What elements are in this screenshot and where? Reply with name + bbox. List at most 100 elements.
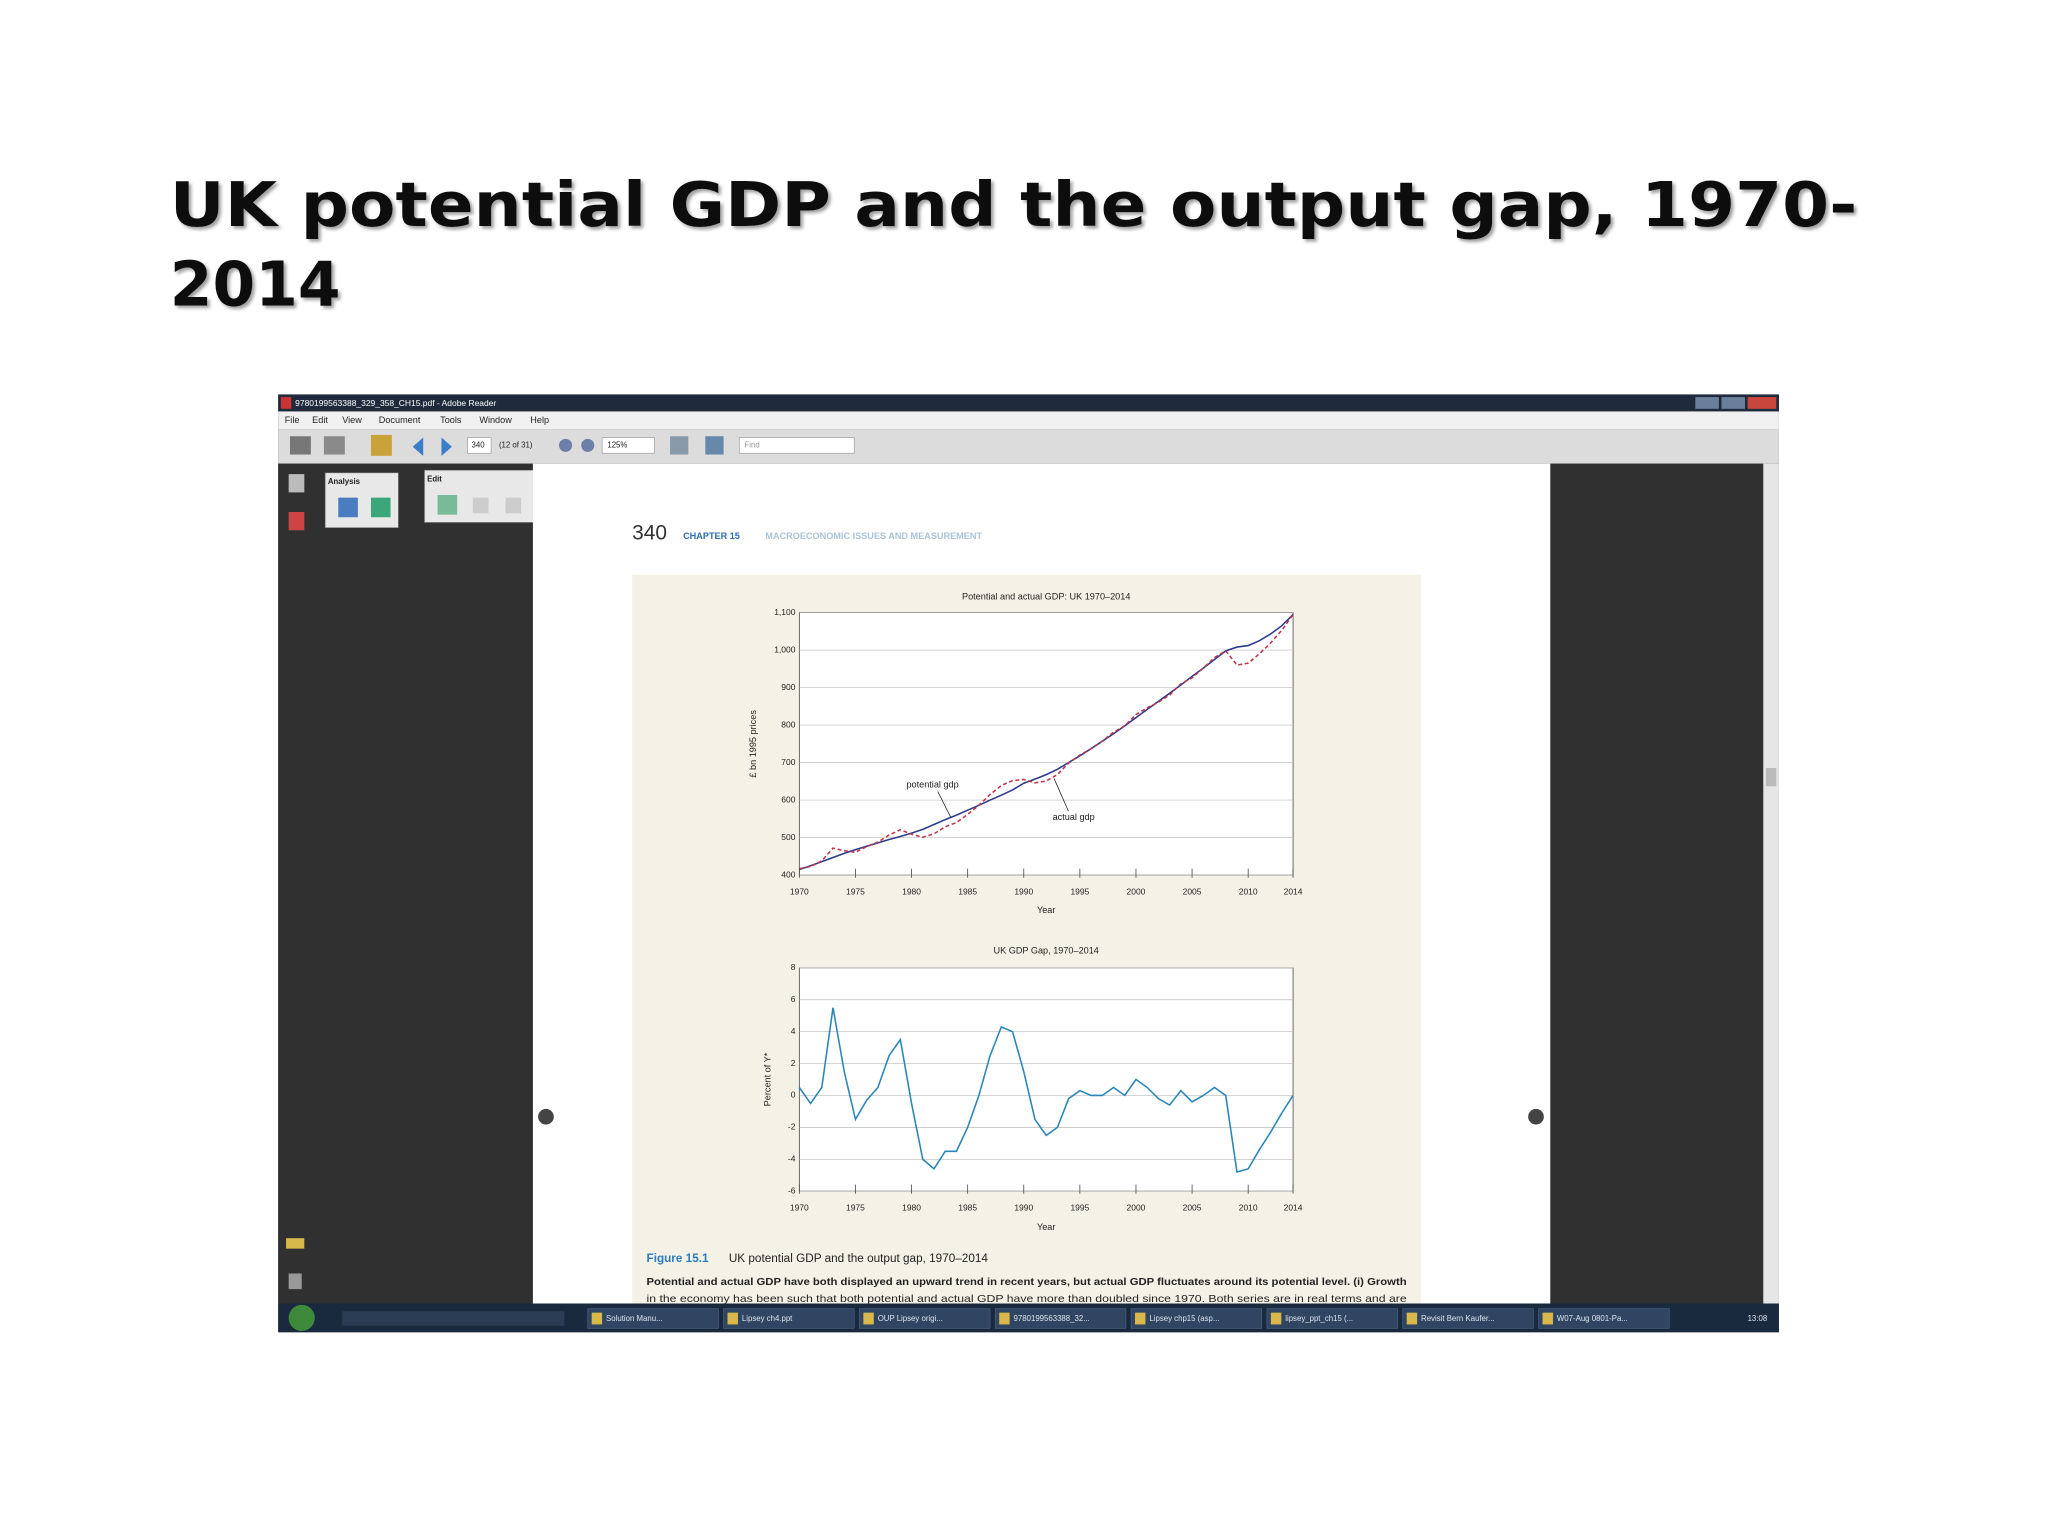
comment-icon[interactable] bbox=[286, 1238, 305, 1249]
edit-tool[interactable] bbox=[472, 497, 489, 514]
y-tick-label: 400 bbox=[781, 869, 795, 879]
menu-item[interactable]: File bbox=[285, 415, 300, 425]
y-tick-label: 500 bbox=[781, 832, 795, 842]
edit-tool[interactable] bbox=[437, 495, 458, 515]
taskbar-label: 9780199563388_32... bbox=[1014, 1314, 1090, 1323]
x-tick-label: 1990 bbox=[1014, 1202, 1033, 1212]
data-line bbox=[799, 613, 1294, 871]
taskbar-icon bbox=[1542, 1312, 1553, 1325]
app-icon bbox=[280, 397, 292, 409]
y-tick-label: 8 bbox=[791, 962, 796, 972]
x-tick-label: 1980 bbox=[902, 886, 921, 896]
x-tick-label: 1975 bbox=[846, 1202, 865, 1212]
find-field[interactable]: Find bbox=[744, 440, 759, 449]
taskbar-icon bbox=[1270, 1312, 1282, 1325]
menu-item[interactable]: Edit bbox=[312, 415, 328, 425]
figure-title: UK potential GDP and the output gap, 197… bbox=[729, 1252, 989, 1265]
panel-title: Analysis bbox=[328, 477, 361, 486]
plot-area bbox=[798, 612, 1294, 876]
taskbar-icon bbox=[863, 1312, 874, 1325]
title-bar bbox=[278, 394, 1779, 412]
y-tick-label: 900 bbox=[781, 682, 795, 692]
maximize-button[interactable] bbox=[1721, 397, 1745, 409]
y-tick-label: 1,100 bbox=[774, 607, 795, 617]
annotation-arrow bbox=[1053, 778, 1069, 812]
clip-icon[interactable] bbox=[288, 1273, 302, 1290]
taskbar-button[interactable] bbox=[1402, 1308, 1534, 1329]
caption-line: in the economy has been such that both p… bbox=[647, 1294, 1407, 1305]
annotation-arrow bbox=[937, 791, 952, 818]
taskbar-label: Solution Manu... bbox=[606, 1314, 663, 1323]
zoom-in[interactable] bbox=[581, 438, 595, 452]
close-button[interactable] bbox=[1747, 397, 1777, 409]
y-tick-label: 800 bbox=[781, 719, 795, 729]
menu-bar bbox=[278, 411, 1779, 430]
taskbar-label: W07-Aug 0801-Pa... bbox=[1557, 1314, 1628, 1323]
toolbar bbox=[278, 429, 1779, 464]
y-tick-label: -2 bbox=[788, 1122, 796, 1132]
x-axis-label: Year bbox=[1037, 1222, 1055, 1232]
x-tick-label: 1970 bbox=[790, 886, 809, 896]
menu-item[interactable]: Document bbox=[379, 415, 421, 425]
x-tick-label: 1985 bbox=[958, 886, 977, 896]
minimize-button[interactable] bbox=[1695, 397, 1719, 409]
scrollbar[interactable] bbox=[1763, 463, 1779, 1304]
taskbar-button[interactable] bbox=[587, 1308, 719, 1329]
menu-item[interactable]: Tools bbox=[440, 415, 462, 425]
taskbar-button[interactable] bbox=[1266, 1308, 1398, 1329]
fit-page-icon[interactable] bbox=[705, 436, 724, 455]
chart-title: Potential and actual GDP: UK 1970–2014 bbox=[962, 591, 1130, 601]
taskbar-label: Lipsey chp15 (asp... bbox=[1149, 1314, 1219, 1323]
taskbar-icon bbox=[727, 1312, 738, 1325]
taskbar-button[interactable] bbox=[1538, 1308, 1670, 1329]
zoom-field[interactable]: 125% bbox=[607, 440, 627, 449]
taskbar-button[interactable] bbox=[859, 1308, 991, 1329]
start-button[interactable] bbox=[288, 1304, 315, 1331]
analysis-tool[interactable] bbox=[370, 497, 391, 518]
email-icon[interactable] bbox=[323, 436, 345, 455]
attach-icon[interactable] bbox=[288, 512, 305, 531]
next-page[interactable] bbox=[441, 437, 452, 456]
data-line bbox=[799, 613, 1294, 870]
x-tick-label: 2005 bbox=[1183, 886, 1202, 896]
quick-launch bbox=[342, 1311, 565, 1326]
analysis-tool[interactable] bbox=[338, 497, 358, 518]
scroll-marker bbox=[1528, 1108, 1544, 1125]
menu-item[interactable]: Window bbox=[479, 415, 512, 425]
x-tick-label: 1975 bbox=[846, 886, 865, 896]
find-box[interactable] bbox=[738, 437, 855, 454]
y-axis-label: Percent of Y* bbox=[762, 1052, 772, 1106]
menu-item[interactable]: Help bbox=[530, 415, 549, 425]
pages-icon[interactable] bbox=[288, 474, 305, 493]
print-icon[interactable] bbox=[289, 436, 311, 455]
scroll-thumb[interactable] bbox=[1765, 768, 1777, 787]
page-number: 340 bbox=[632, 522, 667, 545]
right-pane bbox=[1550, 463, 1764, 1304]
taskbar-icon bbox=[1135, 1312, 1146, 1325]
x-tick-label: 2010 bbox=[1239, 886, 1258, 896]
taskbar-button[interactable] bbox=[723, 1308, 855, 1329]
prev-page[interactable] bbox=[412, 437, 424, 456]
chapter-label: CHAPTER 15 bbox=[683, 531, 740, 541]
taskbar-label: Lipsey ch4.ppt bbox=[742, 1314, 793, 1323]
y-tick-label: 2 bbox=[791, 1058, 796, 1068]
menu-item[interactable]: View bbox=[342, 415, 362, 425]
x-tick-label: 2010 bbox=[1239, 1202, 1258, 1212]
y-tick-label: -4 bbox=[788, 1154, 796, 1164]
x-tick-label: 1990 bbox=[1014, 886, 1033, 896]
page-box[interactable] bbox=[467, 437, 492, 454]
x-tick-label: 1995 bbox=[1070, 1202, 1089, 1212]
zoom-out[interactable] bbox=[559, 438, 573, 452]
taskbar-icon bbox=[591, 1312, 603, 1325]
taskbar-button[interactable] bbox=[1130, 1308, 1263, 1329]
zoom-box[interactable] bbox=[601, 437, 655, 454]
taskbar-button[interactable] bbox=[994, 1308, 1127, 1329]
page-field[interactable]: 340 bbox=[472, 440, 486, 449]
fit-icon[interactable] bbox=[670, 436, 689, 455]
taskbar-label: lipsey_ppt_ch15 (... bbox=[1285, 1314, 1353, 1323]
slide-title: 2014 bbox=[170, 250, 341, 321]
review-icon[interactable] bbox=[370, 434, 392, 456]
edit-tool[interactable] bbox=[505, 497, 522, 514]
taskbar-icon bbox=[1406, 1312, 1418, 1325]
